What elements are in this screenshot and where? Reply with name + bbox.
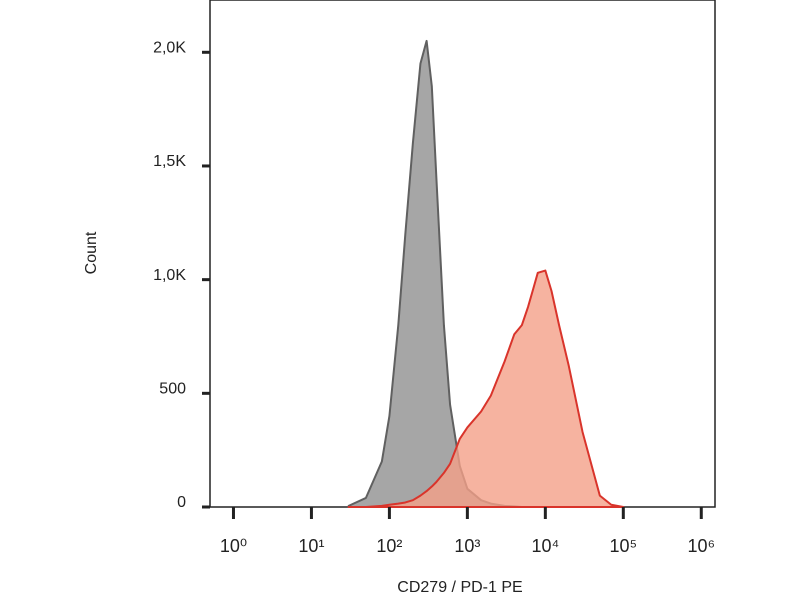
- x-tick-label: 10⁴: [531, 536, 559, 556]
- histogram-area: [347, 269, 625, 508]
- x-tick-label: 10¹: [298, 536, 324, 556]
- x-axis-title: CD279 / PD-1 PE: [397, 579, 522, 596]
- x-tick-label: 10⁰: [220, 536, 247, 556]
- x-tick-label: 10³: [454, 536, 480, 556]
- plot-frame: [209, 0, 716, 508]
- y-axis-title: Count: [83, 231, 100, 274]
- y-tick-label: 500: [159, 381, 186, 398]
- x-tick-label: 10²: [376, 536, 402, 556]
- y-tick-label: 2,0K: [153, 40, 186, 57]
- x-tick-label: 10⁵: [610, 536, 637, 556]
- y-tick-label: 1,0K: [153, 267, 186, 284]
- y-tick-label: 0: [177, 494, 186, 511]
- x-tick-label: 10⁶: [688, 536, 715, 556]
- y-tick-label: 1,5K: [153, 153, 186, 170]
